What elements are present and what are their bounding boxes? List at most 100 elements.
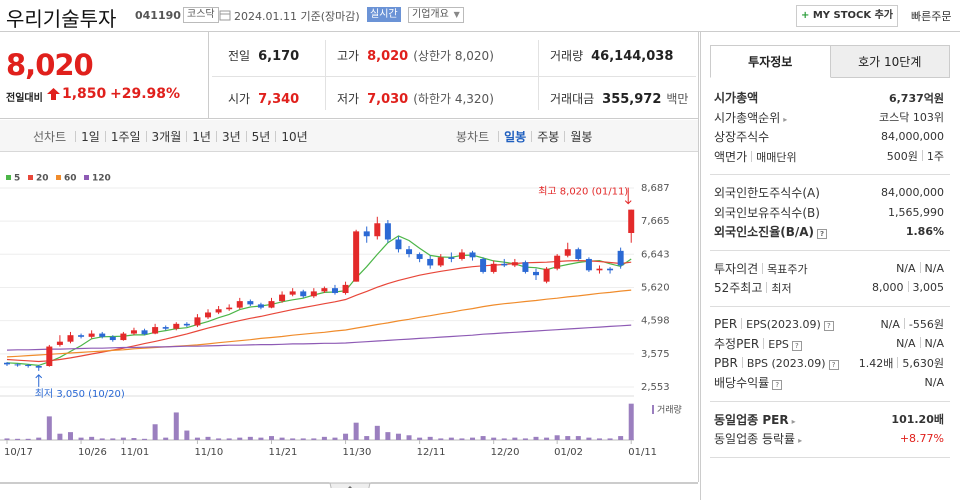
info-row: PBR BPS (2023.09)? 1.42배 5,630원 [710, 354, 950, 374]
help-icon[interactable]: ? [772, 380, 783, 391]
value-text: N/A [896, 337, 916, 351]
candle-chart-tabs: 봉차트 일봉 주봉 월봉 [456, 128, 592, 145]
candle-body [4, 362, 10, 365]
info-row: 외국인보유주식수(B) 1,565,990 [710, 203, 950, 223]
candle-body [321, 288, 328, 292]
divider [700, 32, 701, 500]
info-value: 1,565,990 [888, 206, 944, 219]
info-label: 배당수익률? [714, 374, 783, 391]
tab[interactable]: 1주일 [110, 130, 141, 144]
value-text: N/A [924, 376, 944, 390]
value-text: 1.42배 [858, 357, 894, 371]
sep [104, 131, 106, 142]
help-icon[interactable]: ? [828, 360, 839, 371]
candle-body [554, 255, 561, 269]
volume-bar [247, 436, 253, 440]
candle-body [300, 291, 307, 297]
mystock-button[interactable]: + MY STOCK 추가 [796, 5, 898, 27]
help-icon[interactable]: ? [791, 341, 802, 352]
info-label: 52주최고 최저 [714, 279, 792, 296]
candle-body [289, 291, 296, 295]
volume-bar [491, 437, 497, 440]
info-row: 외국인소진율(B/A)? 1.86% [710, 222, 950, 242]
volume-bar [216, 438, 222, 440]
volume-bar [448, 437, 454, 440]
volume-bar [438, 438, 444, 440]
volume-bar [596, 438, 602, 440]
volume-bar [385, 432, 391, 440]
label-text: EPS [768, 338, 789, 352]
value-text: 84,000,000 [881, 186, 944, 200]
candle-body [194, 317, 201, 326]
x-tick-label: 10/17 [4, 447, 33, 458]
candle-body [363, 231, 370, 237]
candle-body [120, 333, 127, 341]
volume-bar [25, 438, 31, 440]
info-label: 외국인보유주식수(B) [714, 204, 820, 221]
value-text: N/A [924, 261, 944, 275]
link-icon[interactable]: ▸ [798, 436, 803, 446]
volume-legend-swatch [652, 405, 654, 414]
value-text: N/A [896, 261, 916, 275]
tab[interactable]: 1년 [192, 130, 211, 144]
sidebar-tab[interactable]: 투자정보 [710, 45, 831, 78]
volume-bar [343, 433, 349, 440]
tab[interactable]: 일봉 [504, 130, 527, 144]
volume-bar [522, 438, 528, 440]
sep [921, 150, 923, 162]
tab[interactable]: 5년 [251, 130, 271, 144]
info-label: 외국인소진율(B/A)? [714, 223, 828, 240]
label-text: 외국인보유주식수(B) [714, 205, 820, 220]
help-icon[interactable]: ? [823, 321, 834, 332]
tab[interactable]: 3년 [221, 130, 241, 144]
overview-button[interactable]: 기업개요 ▼ [408, 7, 464, 23]
sep [498, 131, 500, 142]
sep [763, 338, 765, 350]
tab[interactable]: 3개월 [151, 130, 182, 144]
volume-bar [480, 436, 486, 440]
tab[interactable]: 10년 [281, 130, 308, 144]
line-chart-tabs: 선차트 1일 1주일 3개월 1년 3년 5년 10년 [33, 128, 308, 145]
candle-body [480, 258, 487, 272]
sidebar-tab[interactable]: 호가 10단계 [830, 45, 950, 78]
volume-bar [269, 436, 274, 440]
tab[interactable]: 월봉 [570, 130, 593, 144]
link-icon[interactable]: ▸ [791, 416, 796, 426]
x-tick-label: 01/11 [628, 447, 657, 458]
volume-bar [89, 436, 95, 440]
candle-body [395, 239, 402, 250]
cell-value: 355,972 [602, 92, 662, 107]
realtime-button[interactable]: 실시간 [367, 7, 401, 22]
tab[interactable]: 1일 [81, 130, 100, 144]
candle-body [628, 209, 635, 233]
scroll-arrow [348, 486, 352, 488]
high-annotation: 최고 8,020 (01/11) [538, 186, 628, 198]
info-row: 상장주식수 84,000,000 [710, 127, 950, 147]
quote-cell: 고가 8,020 (상한가 8,020) [337, 47, 494, 64]
candle-body [353, 231, 360, 282]
link-icon[interactable]: ▸ [783, 114, 788, 124]
cell-note: (하한가 4,320) [413, 92, 494, 106]
low-annotation: 최저 3,050 (10/20) [35, 388, 125, 400]
quick-order-link[interactable]: 빠른주문 [911, 10, 952, 23]
volume-bar [628, 403, 634, 440]
candle-body [130, 330, 137, 334]
help-icon[interactable]: ? [817, 229, 828, 240]
legend-swatch [84, 175, 89, 180]
candle-body [448, 257, 455, 259]
sep [919, 337, 921, 349]
volume-bar [36, 437, 42, 440]
volume-bar [501, 438, 507, 440]
label-text: 52주최고 [714, 281, 763, 296]
volume-bar [173, 412, 179, 440]
candle-body [310, 291, 317, 297]
volume-bar [512, 437, 518, 440]
value-text: 1,565,990 [888, 205, 944, 219]
x-tick-label: 12/20 [491, 447, 520, 458]
sep [919, 261, 921, 273]
info-section: 시가총액 6,737억원 시가총액순위 ▸ 코스닥 103위 상장주식수 84,000,00… [710, 78, 950, 175]
candle-body [67, 335, 74, 342]
tab[interactable]: 주봉 [537, 130, 560, 144]
candle-body [511, 262, 518, 266]
info-section: 투자의견 목표주가 N/A N/A 52주최고 최저 8,000 3,005 [710, 251, 950, 307]
